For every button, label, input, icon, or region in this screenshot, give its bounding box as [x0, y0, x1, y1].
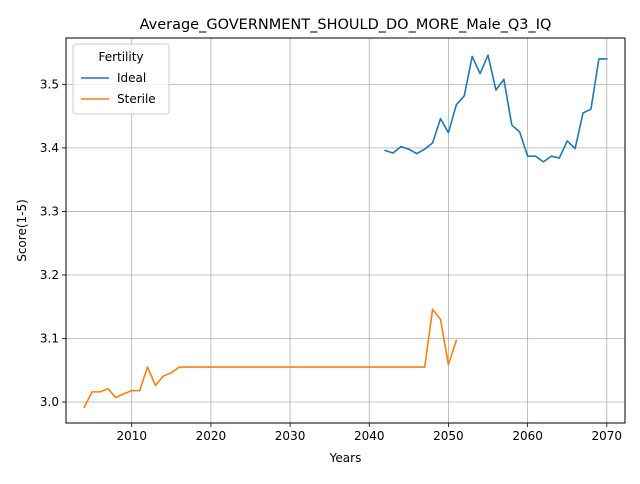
x-tick-label: 2040 [354, 429, 385, 443]
y-tick-label: 3.0 [40, 395, 59, 409]
legend-title: Fertility [98, 50, 143, 64]
x-tick-label: 2050 [433, 429, 464, 443]
x-axis-label: Years [329, 451, 362, 465]
legend-label-sterile: Sterile [117, 92, 156, 106]
y-tick-label: 3.3 [40, 204, 59, 218]
chart-title: Average_GOVERNMENT_SHOULD_DO_MORE_Male_Q… [140, 17, 552, 33]
y-tick-label: 3.4 [40, 141, 59, 155]
y-axis-label: Score(1-5) [15, 199, 29, 262]
x-tick-label: 2030 [275, 429, 306, 443]
x-tick-label: 2020 [196, 429, 227, 443]
y-tick-label: 3.1 [40, 332, 59, 346]
y-tick-label: 3.2 [40, 268, 59, 282]
legend-label-ideal: Ideal [117, 71, 146, 85]
y-tick-label: 3.5 [40, 77, 59, 91]
x-tick-label: 2010 [116, 429, 147, 443]
x-tick-label: 2070 [592, 429, 623, 443]
x-tick-label: 2060 [512, 429, 543, 443]
legend: Fertility Ideal Sterile [73, 44, 169, 114]
